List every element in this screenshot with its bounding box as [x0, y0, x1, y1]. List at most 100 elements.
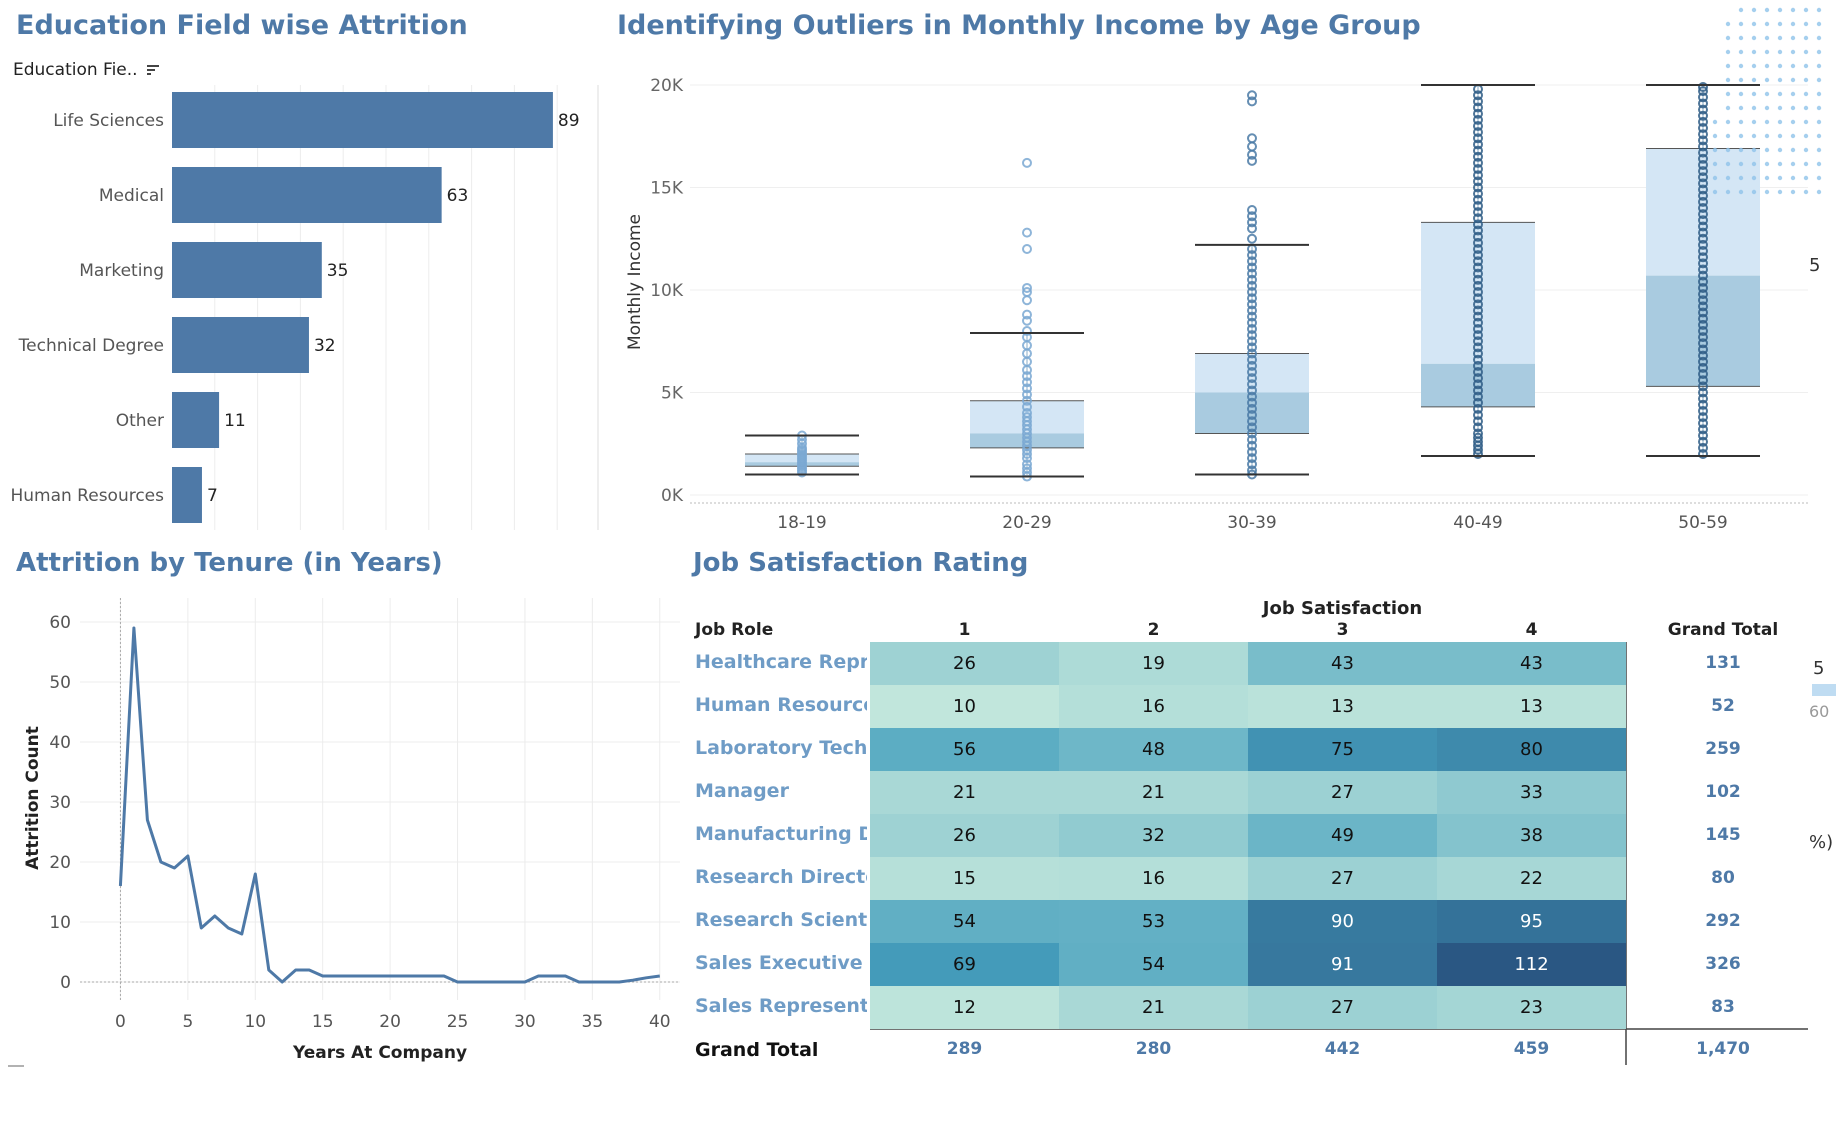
box-data-point	[1022, 389, 1032, 400]
heatmap-cell[interactable]: 26	[870, 642, 1059, 685]
heatmap-cell[interactable]: 27	[1248, 857, 1437, 900]
box-data-point	[1698, 381, 1708, 392]
dot-pattern-dot	[1816, 119, 1822, 125]
heatmap-row-label[interactable]: Research Scientist	[695, 909, 867, 931]
box-data-point	[1698, 313, 1708, 324]
sort-icon[interactable]	[146, 64, 160, 76]
box-data-point	[1247, 311, 1257, 322]
heatmap-row-label[interactable]: Laboratory Techn..	[695, 737, 867, 759]
box-data-point	[1698, 258, 1708, 269]
dot-pattern-dot	[1790, 189, 1796, 195]
box-data-point	[1473, 114, 1483, 125]
dot-pattern-dot	[1738, 105, 1744, 111]
heatmap-cell[interactable]: 56	[870, 728, 1059, 771]
tenure-x-tick-label: 5	[182, 1012, 193, 1032]
box-data-point	[1698, 332, 1708, 343]
heatmap-cell[interactable]: 22	[1437, 857, 1626, 900]
dot-pattern-dot	[1738, 21, 1744, 27]
heatmap-cell[interactable]: 21	[1059, 771, 1248, 814]
heatmap-cell[interactable]: 43	[1248, 642, 1437, 685]
heatmap-cell[interactable]: 49	[1248, 814, 1437, 857]
dot-pattern-dot	[1725, 77, 1731, 83]
edu-bar	[172, 167, 442, 223]
heatmap-cell[interactable]: 13	[1437, 685, 1626, 728]
heatmap-row-label[interactable]: Research Director	[695, 866, 867, 888]
heatmap-cell[interactable]: 90	[1248, 900, 1437, 943]
heatmap-row-label[interactable]: Sales Executive	[695, 952, 863, 974]
dot-pattern-dot	[1777, 133, 1783, 139]
education-sort-header[interactable]: Education Fie..	[13, 60, 160, 80]
dot-pattern-dot	[1764, 63, 1770, 69]
dot-pattern-dot	[1803, 133, 1809, 139]
heatmap-cell[interactable]: 53	[1059, 900, 1248, 943]
dot-pattern-dot	[1725, 189, 1731, 195]
heatmap-cell[interactable]: 19	[1059, 642, 1248, 685]
dot-pattern-dot	[1790, 35, 1796, 41]
box-data-point	[1022, 395, 1032, 406]
box-data-point	[1698, 129, 1708, 140]
heatmap-cell[interactable]: 15	[870, 857, 1059, 900]
dot-pattern-dot	[1738, 161, 1744, 167]
box-data-point	[1247, 268, 1257, 279]
heatmap-row-label[interactable]: Manager	[695, 780, 789, 802]
heatmap-cell[interactable]: 95	[1437, 900, 1626, 943]
dot-pattern-dot	[1777, 91, 1783, 97]
box-data-point	[1698, 233, 1708, 244]
heatmap-cell[interactable]: 21	[870, 771, 1059, 814]
heatmap-cell[interactable]: 26	[870, 814, 1059, 857]
box-data-point	[1473, 244, 1483, 254]
heatmap-cell[interactable]: 80	[1437, 728, 1626, 771]
box-data-point	[1698, 98, 1708, 109]
tenure-y-tick-label: 30	[49, 793, 71, 813]
heatmap-cell[interactable]: 91	[1248, 943, 1437, 986]
heatmap-cell[interactable]: 16	[1059, 685, 1248, 728]
heatmap-row-label[interactable]: Manufacturing Di..	[695, 823, 867, 845]
heatmap-cell[interactable]: 33	[1437, 771, 1626, 814]
heatmap-cell[interactable]: 27	[1248, 986, 1437, 1029]
heatmap-row-total: 259	[1705, 739, 1741, 759]
heatmap-cell[interactable]: 10	[870, 685, 1059, 728]
box-data-point	[1698, 86, 1708, 97]
box-data-point	[1247, 96, 1257, 107]
heatmap-cell[interactable]: 23	[1437, 986, 1626, 1029]
dot-pattern-dot	[1790, 63, 1796, 69]
heatmap-cell[interactable]: 21	[1059, 986, 1248, 1029]
dot-pattern-dot	[1738, 49, 1744, 55]
heatmap-row-label[interactable]: Sales Representa..	[695, 995, 867, 1017]
box-data-point	[1473, 188, 1483, 199]
box-data-point	[1698, 412, 1708, 423]
box-data-point	[1698, 209, 1708, 220]
box-data-point	[1698, 399, 1708, 410]
dot-pattern-dot	[1803, 175, 1809, 181]
box-data-point	[1698, 104, 1708, 115]
heatmap-cell[interactable]: 43	[1437, 642, 1626, 685]
box-y-tick-label: 0K	[661, 486, 684, 506]
heatmap-cell[interactable]: 69	[870, 943, 1059, 986]
heatmap-cell[interactable]: 16	[1059, 857, 1248, 900]
box-data-point	[1022, 315, 1032, 326]
heatmap-cell[interactable]: 54	[1059, 943, 1248, 986]
dot-pattern-dot	[1764, 119, 1770, 125]
heatmap-row-label[interactable]: Human Resources	[695, 694, 867, 716]
heatmap-cell[interactable]: 27	[1248, 771, 1437, 814]
dot-pattern-dot	[1803, 7, 1809, 13]
heatmap-cell[interactable]: 38	[1437, 814, 1626, 857]
box-y-tick-label: 10K	[650, 281, 684, 301]
dot-pattern-dot	[1764, 35, 1770, 41]
dot-pattern-dot	[1751, 133, 1757, 139]
heatmap-row-label[interactable]: Healthcare Repre..	[695, 651, 867, 673]
box-data-point	[1698, 449, 1708, 459]
heatmap-cell[interactable]: 54	[870, 900, 1059, 943]
box-data-point	[1473, 176, 1483, 187]
heatmap-cell[interactable]: 12	[870, 986, 1059, 1029]
heatmap-cell[interactable]: 13	[1248, 685, 1437, 728]
box-data-point	[1247, 211, 1257, 222]
box-data-point	[1473, 90, 1483, 101]
heatmap-cell[interactable]: 48	[1059, 728, 1248, 771]
box-data-point	[1247, 453, 1257, 464]
heatmap-cell[interactable]: 32	[1059, 814, 1248, 857]
job-satisfaction-title: Job Satisfaction Rating	[693, 548, 1029, 578]
box-data-point	[1473, 237, 1483, 248]
heatmap-cell[interactable]: 112	[1437, 943, 1626, 986]
heatmap-cell[interactable]: 75	[1248, 728, 1437, 771]
